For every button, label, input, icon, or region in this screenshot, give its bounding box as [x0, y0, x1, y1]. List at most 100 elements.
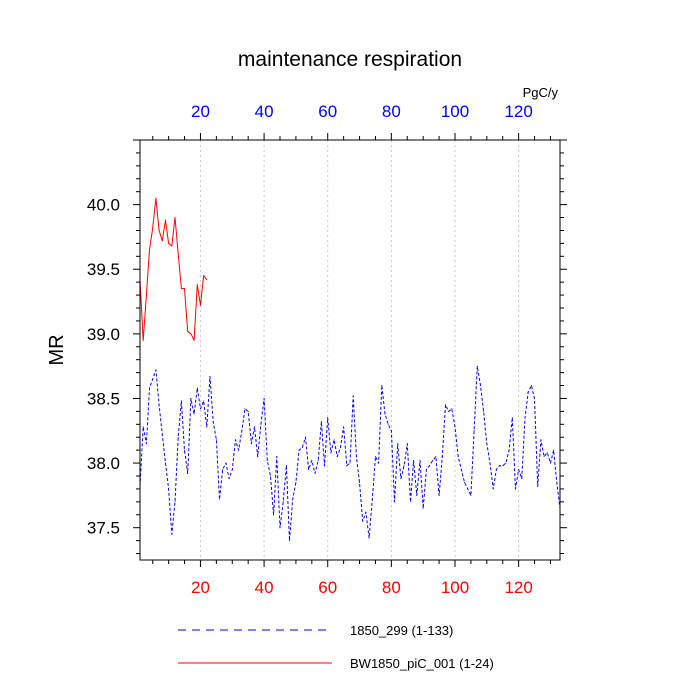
data-point	[212, 421, 214, 423]
x-tick-label-top: 60	[318, 102, 337, 121]
data-point	[279, 527, 281, 529]
y-tick-label: 39.5	[87, 260, 120, 279]
data-point	[317, 460, 319, 461]
data-point	[257, 456, 259, 458]
data-point	[190, 333, 192, 335]
data-point	[435, 456, 437, 458]
data-point	[142, 426, 144, 428]
data-point	[152, 227, 154, 229]
data-point	[158, 404, 160, 406]
units-label: PgC/y	[523, 85, 559, 100]
data-point	[546, 452, 548, 454]
data-point	[540, 439, 542, 441]
data-point	[521, 478, 523, 480]
data-point	[301, 447, 303, 449]
data-point	[362, 520, 364, 522]
data-point	[403, 465, 405, 467]
data-point	[289, 540, 290, 542]
data-point	[180, 400, 182, 402]
data-point	[483, 410, 485, 412]
data-point	[375, 456, 376, 458]
tick-labels: 20 20 40 40 60 60 80 80 100 100 120 120 37.5 38.0 38.5…	[87, 102, 533, 597]
data-point	[235, 439, 236, 441]
data-point	[308, 469, 310, 470]
data-point	[355, 456, 357, 458]
y-tick-label: 40.0	[87, 196, 120, 215]
legend-label: 1850_299 (1-133)	[350, 623, 453, 638]
data-point	[359, 482, 360, 483]
data-point	[149, 249, 150, 251]
data-point	[416, 494, 418, 496]
data-point	[448, 410, 450, 412]
data-point	[222, 469, 224, 470]
data-point	[142, 339, 144, 341]
x-tick-label-top: 120	[504, 102, 532, 121]
data-point	[292, 498, 294, 500]
x-tick-label-bottom: 60	[318, 578, 337, 597]
data-point	[168, 488, 170, 490]
data-point	[206, 426, 208, 428]
data-point	[457, 456, 459, 458]
data-point	[187, 330, 189, 332]
data-point	[145, 443, 147, 445]
data-point	[155, 369, 157, 371]
data-point	[387, 423, 389, 425]
data-point	[470, 494, 472, 496]
data-point	[247, 410, 249, 412]
data-point	[524, 417, 526, 419]
data-point	[184, 449, 185, 451]
data-point	[282, 501, 284, 503]
data-point	[200, 408, 201, 410]
data-point	[381, 385, 383, 386]
data-point	[460, 469, 462, 470]
data-point	[196, 284, 198, 286]
data-point	[553, 449, 555, 451]
data-point	[371, 498, 373, 500]
x-tick-label-top: 40	[255, 102, 274, 121]
data-point	[200, 304, 201, 306]
data-point	[260, 423, 262, 425]
data-point	[340, 447, 341, 449]
data-point	[196, 387, 198, 389]
data-point	[241, 430, 243, 432]
data-point	[502, 465, 504, 467]
data-point	[180, 288, 182, 290]
data-point	[406, 443, 408, 445]
data-point	[238, 449, 240, 451]
data-point	[378, 462, 380, 464]
x-tick-label-bottom: 20	[191, 578, 210, 597]
data-point	[187, 472, 189, 474]
data-point	[527, 391, 529, 393]
data-point	[165, 219, 166, 221]
data-point	[193, 413, 195, 415]
series-line	[139, 197, 208, 341]
data-point	[203, 400, 205, 402]
x-tick-label-bottom: 100	[441, 578, 469, 597]
data-point	[394, 501, 395, 503]
data-point	[285, 465, 287, 467]
data-point	[298, 449, 300, 451]
data-point	[270, 475, 271, 477]
data-point	[368, 537, 370, 539]
chart-title: maintenance respiration	[238, 48, 462, 71]
data-point	[152, 378, 154, 380]
data-point	[231, 469, 233, 470]
data-point	[263, 398, 265, 399]
data-point	[225, 462, 227, 464]
data-point	[410, 501, 411, 503]
data-point	[161, 434, 163, 436]
data-point	[219, 498, 220, 500]
legend-label: BW1850_piC_001 (1-24)	[350, 656, 494, 671]
data-point	[543, 456, 545, 458]
data-point	[174, 217, 176, 218]
data-point	[492, 488, 494, 490]
data-point	[473, 430, 475, 432]
data-point	[397, 443, 399, 445]
data-point	[311, 460, 313, 461]
x-tick-label-top: 100	[441, 102, 469, 121]
data-point	[422, 507, 424, 509]
data-point	[556, 482, 558, 483]
data-point	[438, 494, 440, 496]
data-point	[250, 443, 252, 445]
